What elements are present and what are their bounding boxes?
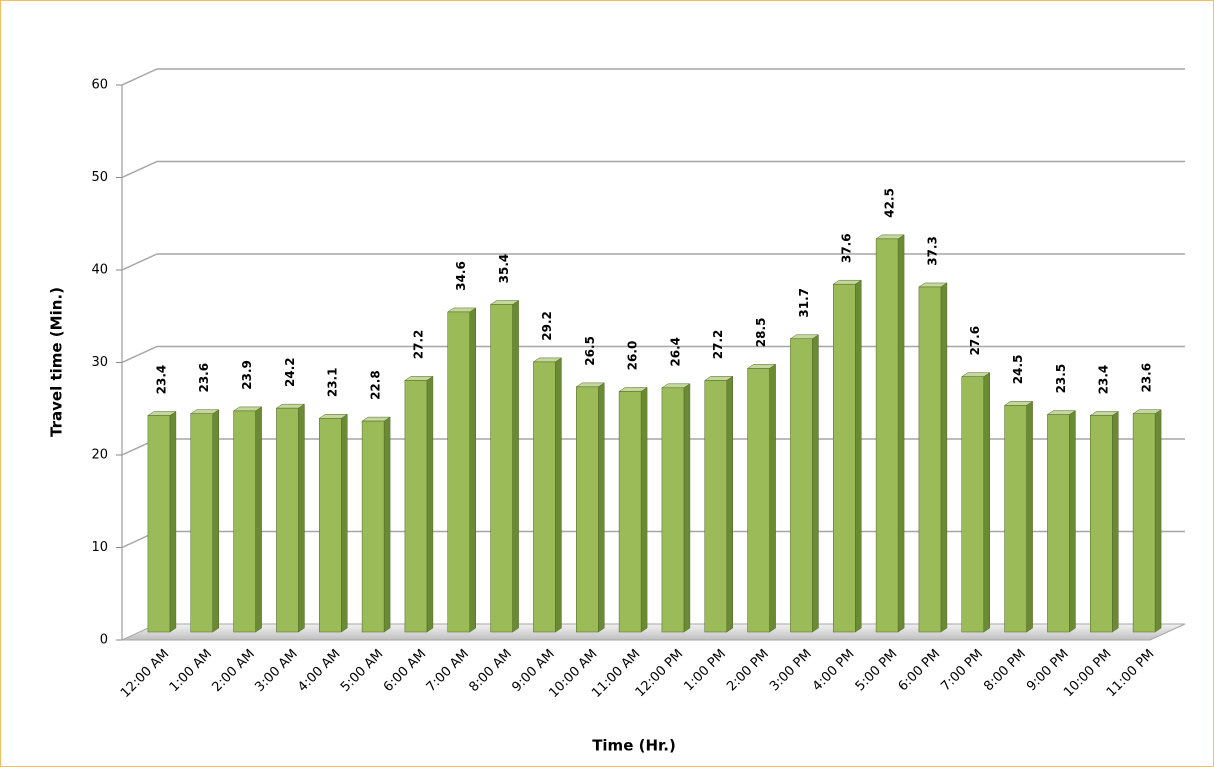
value-label: 27.2 <box>411 330 425 360</box>
bar <box>875 238 899 633</box>
bar-side <box>169 411 177 633</box>
y-tick-label: 20 <box>91 448 108 463</box>
value-label: 27.2 <box>711 330 725 360</box>
bar <box>961 376 984 633</box>
bar-side <box>640 387 648 633</box>
bar-side <box>1026 400 1033 633</box>
value-label: 37.3 <box>925 236 939 266</box>
value-label: 37.6 <box>840 233 854 263</box>
y-tick-label: 60 <box>91 78 108 93</box>
bar-side <box>298 403 305 633</box>
value-label: 24.2 <box>283 357 297 387</box>
bar <box>319 418 342 633</box>
bar-side <box>1112 411 1119 633</box>
y-tick-label: 10 <box>91 540 108 555</box>
bar-side <box>940 282 948 633</box>
bar-side <box>426 375 434 633</box>
y-tick-label: 50 <box>91 170 108 185</box>
bar <box>361 420 385 633</box>
value-label: 23.4 <box>154 365 168 395</box>
bar-side <box>897 234 905 633</box>
value-label: 23.1 <box>326 368 340 398</box>
value-label: 22.8 <box>369 370 383 400</box>
bar <box>618 391 642 633</box>
bar-side <box>598 382 605 633</box>
bar <box>661 387 685 633</box>
bar-side <box>255 406 262 633</box>
bar <box>790 338 813 633</box>
bar <box>1047 414 1070 633</box>
bar <box>276 407 299 633</box>
bar-side <box>383 416 391 633</box>
value-label: 28.5 <box>754 318 768 348</box>
value-label: 23.5 <box>1054 364 1068 394</box>
bar-side <box>1069 410 1076 633</box>
y-tick-label: 40 <box>91 263 108 278</box>
bar <box>233 410 256 633</box>
value-label: 23.6 <box>1140 363 1154 393</box>
bar <box>404 380 428 633</box>
x-axis-title: Time (Hr.) <box>592 737 676 755</box>
bar <box>533 361 556 633</box>
bar <box>747 368 770 633</box>
y-axis-title: Travel time (Min.) <box>48 287 66 437</box>
value-label: 27.6 <box>968 326 982 356</box>
bar-side <box>469 307 476 633</box>
bar <box>576 386 599 633</box>
bar-side <box>212 409 219 633</box>
bar <box>1090 415 1113 633</box>
y-tick-label: 30 <box>91 355 108 370</box>
bar-side <box>812 334 819 633</box>
value-label: 31.7 <box>797 288 811 318</box>
value-label: 29.2 <box>540 311 554 341</box>
bar <box>447 311 470 633</box>
bar <box>918 286 942 633</box>
value-label: 24.5 <box>1011 355 1025 385</box>
bar-side <box>341 413 348 633</box>
bar-side <box>1154 409 1162 633</box>
value-label: 23.4 <box>1097 365 1111 395</box>
value-label: 26.4 <box>668 337 682 367</box>
bar-side <box>726 375 733 633</box>
bar <box>1004 405 1027 633</box>
value-label: 23.6 <box>197 363 211 393</box>
value-label: 26.5 <box>583 336 597 366</box>
bar-side <box>769 363 776 633</box>
grid-line <box>121 68 1185 86</box>
y-tick-label: 0 <box>100 633 108 648</box>
grid-line <box>121 160 1185 179</box>
bar <box>147 415 171 633</box>
bar <box>704 380 727 633</box>
bar-side <box>983 372 990 633</box>
value-label: 23.9 <box>240 360 254 390</box>
value-label: 35.4 <box>497 254 511 284</box>
bar-side <box>683 383 691 633</box>
bar <box>190 413 213 633</box>
value-label: 26.0 <box>626 341 640 371</box>
bar-side <box>512 300 519 633</box>
bar <box>833 283 856 633</box>
bar <box>1132 413 1156 633</box>
value-label: 34.6 <box>454 261 468 291</box>
bar <box>490 304 513 633</box>
value-label: 42.5 <box>883 188 897 218</box>
grid-line <box>121 253 1185 271</box>
bar-side <box>555 357 562 633</box>
bar-side <box>855 279 862 633</box>
